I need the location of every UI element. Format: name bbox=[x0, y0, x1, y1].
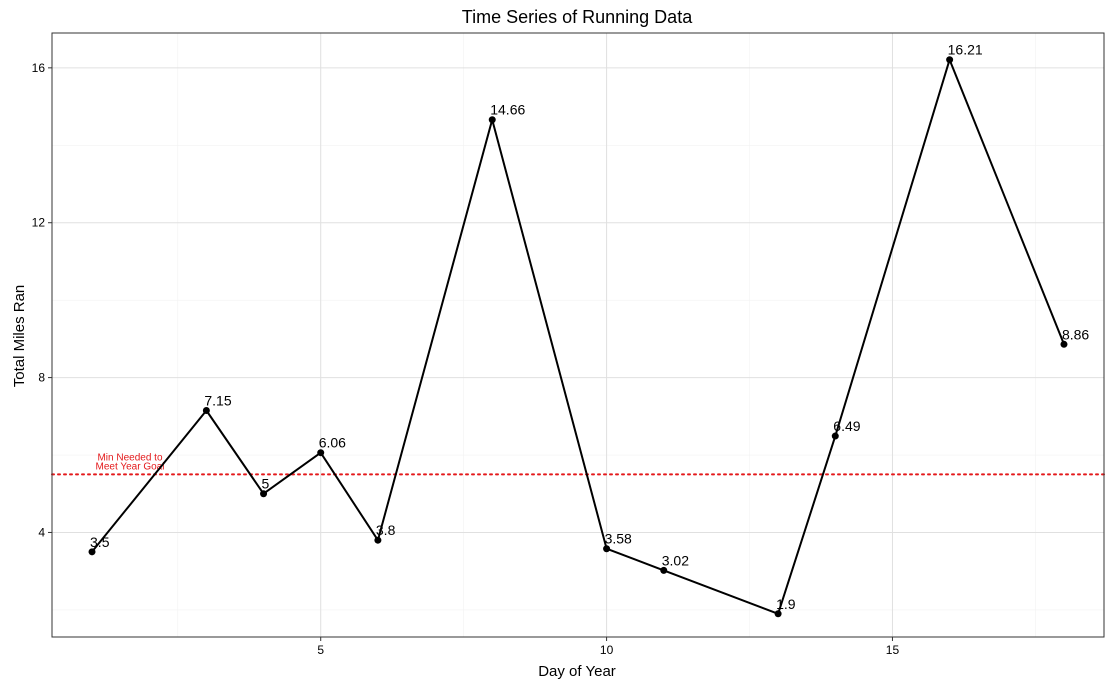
data-point bbox=[774, 610, 782, 618]
y-tick-label: 12 bbox=[32, 216, 46, 230]
data-label: 6.06 bbox=[319, 435, 346, 451]
data-label: 8.86 bbox=[1062, 326, 1089, 342]
data-label: 3.58 bbox=[605, 531, 632, 547]
data-point bbox=[374, 536, 382, 544]
x-tick-label: 15 bbox=[886, 643, 900, 657]
reference-line-annotation-line2: Meet Year Goal bbox=[96, 461, 165, 472]
y-tick-label: 4 bbox=[38, 525, 45, 539]
data-point bbox=[1060, 340, 1068, 348]
plot-panel-border bbox=[51, 32, 1105, 638]
data-label: 1.9 bbox=[776, 596, 796, 612]
data-point bbox=[488, 116, 496, 124]
axis-ticks-group: 5 10 15 4 8 12 16 bbox=[32, 61, 900, 657]
x-tick-label: 5 bbox=[317, 643, 324, 657]
major-gridlines bbox=[52, 33, 1104, 637]
series-line bbox=[91, 58, 1065, 615]
data-label: 3.5 bbox=[90, 534, 110, 550]
data-point bbox=[202, 407, 210, 414]
minor-gridlines bbox=[52, 33, 1104, 637]
data-label: 14.66 bbox=[490, 102, 525, 118]
data-label: 3.8 bbox=[376, 522, 396, 538]
data-label: 5 bbox=[262, 476, 270, 492]
reference-line-annotation-line1: Min Needed to bbox=[97, 452, 162, 463]
y-axis-label: Total Miles Ran bbox=[11, 285, 28, 388]
data-point bbox=[660, 566, 668, 574]
y-tick-label: 16 bbox=[32, 61, 46, 75]
data-label: 3.02 bbox=[662, 552, 689, 568]
x-tick-label: 10 bbox=[600, 643, 614, 657]
data-label: 7.15 bbox=[204, 393, 231, 409]
data-point bbox=[603, 545, 611, 553]
data-label: 16.21 bbox=[948, 42, 983, 58]
x-axis-label: Day of Year bbox=[538, 663, 616, 680]
data-point bbox=[260, 490, 268, 498]
series-group bbox=[88, 56, 1068, 618]
data-point bbox=[88, 548, 96, 556]
chart-title: Time Series of Running Data bbox=[462, 7, 693, 27]
y-tick-label: 8 bbox=[38, 371, 45, 385]
data-point bbox=[317, 449, 325, 457]
data-point bbox=[946, 56, 954, 64]
data-labels-group: 3.5 7.15 5 6.06 3.8 14.66 3.58 3.02 1.9 6.49 16.21… bbox=[90, 42, 1089, 612]
data-label: 6.49 bbox=[833, 418, 860, 434]
data-point bbox=[831, 432, 839, 440]
